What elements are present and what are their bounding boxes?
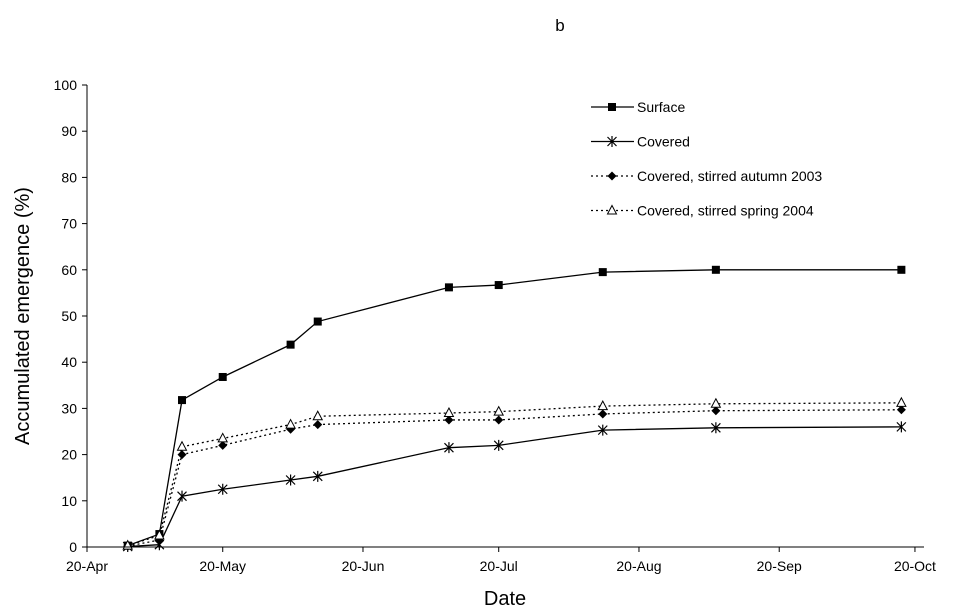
y-tick-label: 40 — [61, 354, 77, 370]
data-point — [218, 372, 227, 381]
data-point — [444, 442, 454, 454]
legend-item-covered-stirred-autumn-2003: Covered, stirred autumn 2003 — [591, 168, 822, 184]
x-tick-label: 20-Apr — [66, 558, 108, 574]
y-axis-label: Accumulated emergence (%) — [12, 187, 34, 445]
data-point — [598, 268, 607, 277]
x-tick-label: 20-May — [199, 558, 246, 574]
data-point — [286, 340, 295, 349]
series-line — [127, 402, 902, 547]
data-point — [176, 440, 188, 451]
y-tick-label: 0 — [69, 539, 77, 555]
y-axis: 0 10 20 30 40 50 60 70 80 90 100 — [54, 77, 88, 555]
data-point — [285, 418, 296, 429]
y-tick-label: 50 — [61, 308, 77, 324]
data-point — [711, 406, 721, 416]
y-tick-label: 90 — [61, 123, 77, 139]
data-point — [711, 265, 720, 274]
data-point — [597, 400, 609, 411]
data-point — [178, 396, 187, 405]
legend-swatch-marker — [608, 103, 616, 111]
x-axis-label: Date — [484, 588, 526, 610]
series-line — [127, 409, 902, 547]
data-point — [493, 405, 505, 416]
legend-item-covered-stirred-spring-2004: Covered, stirred spring 2004 — [591, 203, 814, 219]
legend-label: Covered — [637, 134, 690, 150]
x-tick-label: 20-Jun — [342, 558, 385, 574]
y-tick-label: 100 — [54, 77, 78, 93]
legend-label: Covered, stirred spring 2004 — [637, 203, 814, 219]
data-point — [154, 529, 165, 540]
y-tick-label: 60 — [61, 262, 77, 278]
x-axis: 20-Apr 20-May 20-Jun 20-Jul 20-Aug 20-Sep 20-O… — [66, 546, 936, 574]
data-point — [313, 317, 322, 326]
y-tick-label: 10 — [61, 493, 77, 509]
legend-item-surface: Surface — [591, 99, 685, 115]
y-tick-label: 70 — [61, 216, 77, 232]
series-covered — [122, 421, 907, 553]
data-point — [710, 422, 721, 434]
data-point — [218, 440, 228, 450]
data-point — [313, 420, 323, 430]
y-tick-label: 30 — [61, 400, 77, 416]
legend-swatch-marker — [606, 204, 618, 215]
data-point — [177, 450, 187, 460]
data-point — [285, 474, 296, 486]
data-point — [896, 396, 907, 407]
data-point — [312, 470, 323, 482]
y-tick-label: 20 — [61, 447, 77, 463]
data-point — [897, 265, 906, 274]
x-tick-label: 20-Aug — [616, 558, 661, 574]
legend-label: Covered, stirred autumn 2003 — [637, 168, 822, 184]
data-point — [598, 409, 608, 419]
x-tick-label: 20-Sep — [757, 558, 802, 574]
legend: Surface Covered Covered, stirred autumn 20… — [591, 99, 822, 219]
data-point — [896, 405, 906, 415]
data-point — [896, 421, 907, 433]
series-covered-stirred-autumn-2003 — [123, 405, 906, 551]
chart-title: b — [555, 16, 564, 35]
data-point — [597, 424, 608, 436]
plot-area — [122, 265, 907, 553]
series-line — [127, 269, 902, 547]
series-line — [127, 426, 902, 548]
legend-label: Surface — [637, 99, 685, 115]
data-point — [217, 432, 229, 443]
legend-item-covered: Covered — [591, 134, 690, 150]
data-point — [443, 406, 455, 418]
data-point — [217, 483, 228, 495]
data-point — [444, 415, 454, 425]
data-point — [493, 439, 504, 451]
data-point — [710, 397, 722, 408]
series-surface — [123, 265, 906, 550]
x-tick-label: 20-Jul — [480, 558, 518, 574]
legend-swatch-marker — [607, 171, 617, 181]
x-tick-label: 20-Oct — [894, 558, 936, 574]
data-point — [494, 281, 503, 290]
y-tick-label: 80 — [61, 169, 77, 185]
legend-swatch-marker — [607, 136, 617, 147]
data-point — [177, 490, 187, 502]
series-covered-stirred-spring-2004 — [122, 396, 907, 550]
data-point — [494, 415, 504, 425]
data-point — [312, 410, 324, 421]
data-point — [444, 283, 453, 292]
